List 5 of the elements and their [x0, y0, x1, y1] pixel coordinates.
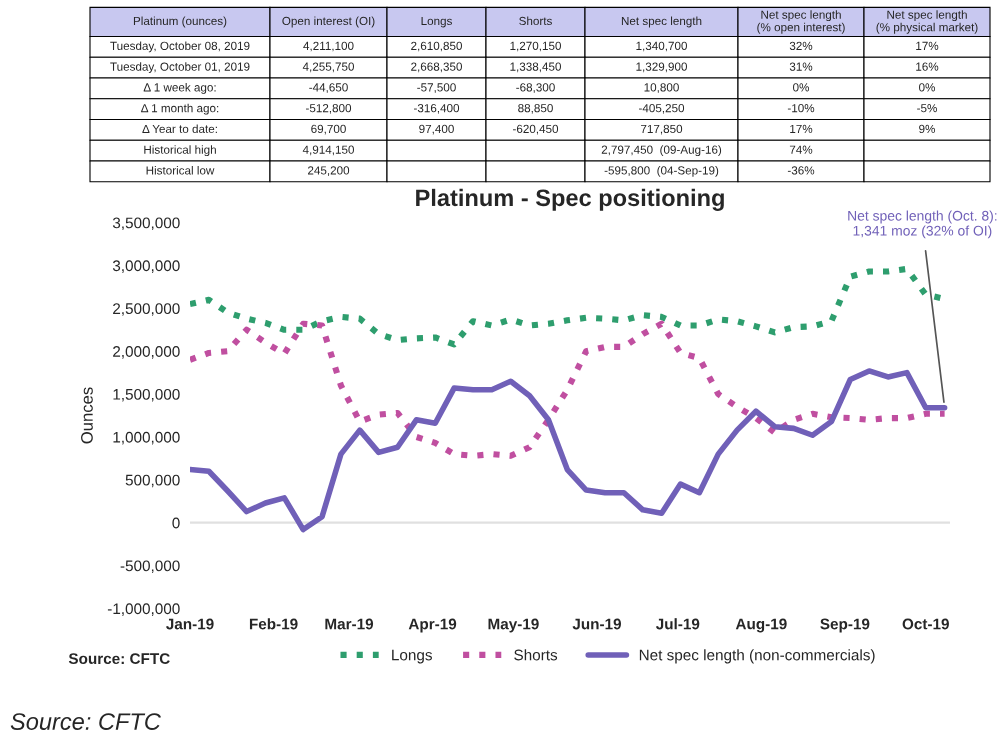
line-series	[190, 320, 948, 459]
chart-title: Platinum - Spec positioning	[416, 188, 724, 211]
y-axis-title: Ounces	[81, 387, 93, 444]
source-note: Source: CFTC	[10, 713, 161, 730]
line-series	[190, 368, 948, 533]
